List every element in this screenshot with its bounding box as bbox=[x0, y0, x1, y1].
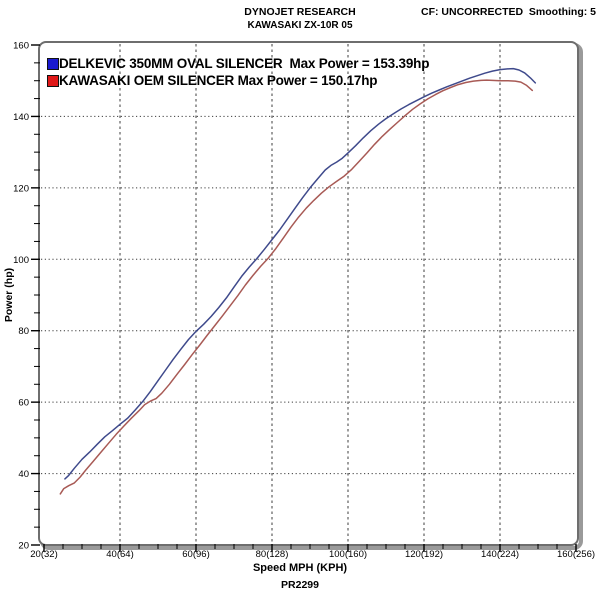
svg-text:100(160): 100(160) bbox=[329, 549, 367, 560]
x-ticks bbox=[43, 544, 577, 552]
plot-frame bbox=[38, 41, 579, 546]
legend: DELKEVIC 350MM OVAL SILENCER Max Power =… bbox=[47, 55, 429, 89]
vehicle-title: KAWASAKI ZX-10R 05 bbox=[247, 20, 353, 31]
svg-text:20(32): 20(32) bbox=[30, 549, 57, 560]
x-axis-title: Speed MPH (KPH) bbox=[252, 562, 348, 574]
svg-text:40(64): 40(64) bbox=[106, 549, 133, 560]
svg-text:160(256): 160(256) bbox=[557, 549, 595, 560]
svg-text:160: 160 bbox=[13, 41, 29, 52]
svg-text:100: 100 bbox=[13, 255, 29, 266]
series-curve-delkevic bbox=[64, 67, 537, 480]
svg-text:60(96): 60(96) bbox=[182, 549, 209, 560]
dyno-shop-title: DYNOJET RESEARCH bbox=[244, 6, 356, 18]
svg-text:20: 20 bbox=[18, 541, 29, 552]
svg-text:80: 80 bbox=[18, 326, 29, 337]
oem-series-label: KAWASAKI OEM SILENCER Max Power = 150.17… bbox=[59, 73, 378, 88]
run-id-label: PR2299 bbox=[281, 579, 319, 591]
delkevic-series-swatch bbox=[47, 57, 59, 70]
svg-text:140: 140 bbox=[13, 112, 29, 123]
svg-text:60: 60 bbox=[18, 398, 29, 409]
delkevic-series-label: DELKEVIC 350MM OVAL SILENCER Max Power =… bbox=[59, 56, 430, 71]
svg-text:140(224): 140(224) bbox=[481, 549, 519, 560]
svg-text:80(128): 80(128) bbox=[256, 549, 289, 560]
svg-text:120: 120 bbox=[13, 183, 29, 194]
svg-text:120(192): 120(192) bbox=[405, 549, 443, 560]
x-gridlines bbox=[119, 44, 501, 543]
y-axis-title: Power (hp) bbox=[3, 267, 15, 323]
oem-series-swatch bbox=[47, 74, 59, 87]
svg-text:40: 40 bbox=[18, 469, 29, 480]
series-curve-oem bbox=[59, 79, 534, 495]
legend-row-delkevic: DELKEVIC 350MM OVAL SILENCER Max Power =… bbox=[47, 55, 429, 72]
correction-smoothing-label: CF: UNCORRECTED Smoothing: 5 bbox=[421, 6, 596, 18]
y-ticks bbox=[31, 44, 40, 546]
x-tick-labels: 20(32) 40(64) 60(96) 80(128) 100(160) 120(192… bbox=[30, 549, 595, 560]
legend-row-oem: KAWASAKI OEM SILENCER Max Power = 150.17… bbox=[47, 72, 429, 89]
y-tick-labels: 20 40 60 80 100 120 140 160 bbox=[13, 41, 29, 552]
